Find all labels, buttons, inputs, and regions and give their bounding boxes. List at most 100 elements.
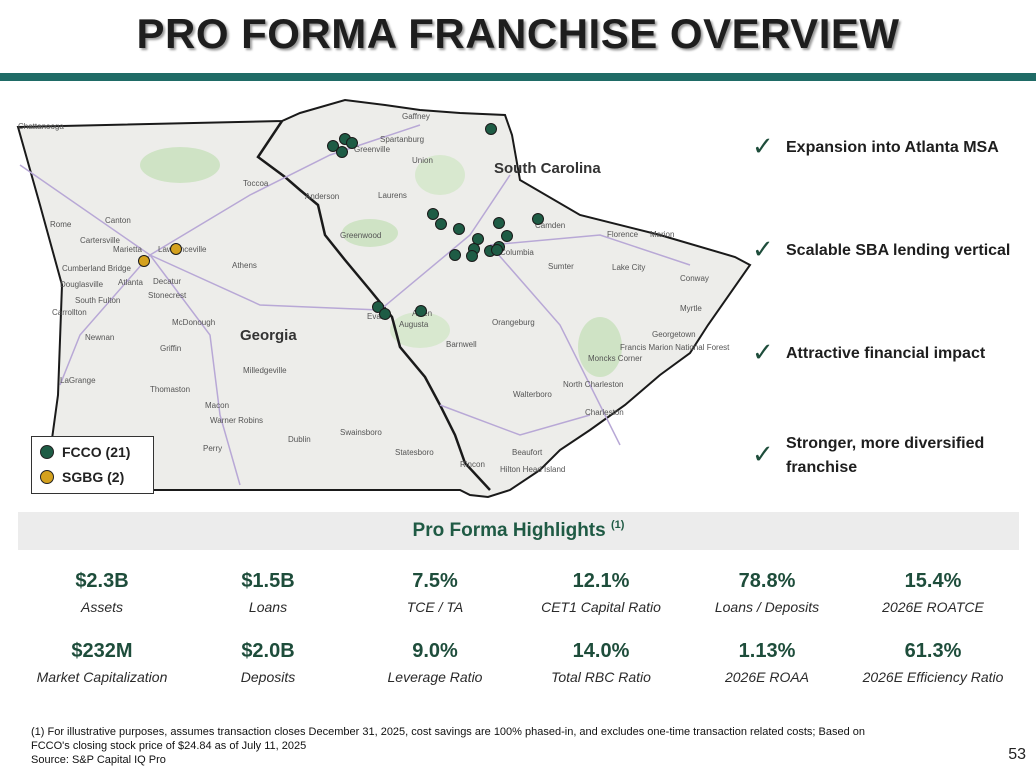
franchise-map: South Carolina Georgia Chattanooga Gaffn… <box>16 98 752 499</box>
fcco-location-marker <box>466 250 478 262</box>
key-point: ✓ Expansion into Atlanta MSA <box>752 132 1032 162</box>
city-label: Francis Marion National Forest <box>620 343 730 352</box>
city-label: Cumberland Bridge <box>62 264 131 273</box>
city-label: Rome <box>50 220 72 229</box>
checkmark-icon: ✓ <box>752 338 774 368</box>
city-label: Toccoa <box>243 179 269 188</box>
map-region <box>16 98 752 499</box>
metric-value: $232M <box>71 640 133 662</box>
city-label: Thomaston <box>150 385 190 394</box>
legend-label: FCCO (21) <box>62 444 131 460</box>
city-label: Marietta <box>113 245 142 254</box>
title-divider <box>0 73 1036 81</box>
city-label: Decatur <box>153 277 181 286</box>
city-label: Anderson <box>305 192 339 201</box>
checkmark-icon: ✓ <box>752 440 774 470</box>
city-label: Hilton Head Island <box>500 465 565 474</box>
metric-label: Total RBC Ratio <box>551 669 651 685</box>
legend-label: SGBG (2) <box>62 469 125 485</box>
city-label: Charleston <box>585 408 624 417</box>
metric: $2.0B Deposits <box>183 640 353 685</box>
city-label: Georgetown <box>652 330 696 339</box>
fcco-location-marker <box>493 217 505 229</box>
highlights-title: Pro Forma Highlights <box>412 520 606 541</box>
legend-item-sgbg: SGBG (2) <box>40 469 124 485</box>
metric: 12.1% CET1 Capital Ratio <box>516 570 686 615</box>
key-point: ✓ Attractive financial impact <box>752 338 1032 368</box>
city-label: Chattanooga <box>18 122 64 131</box>
metric-label: CET1 Capital Ratio <box>541 599 661 615</box>
metric: 9.0% Leverage Ratio <box>350 640 520 685</box>
footnote-ref: (1) <box>611 519 625 531</box>
city-label: Swainsboro <box>340 428 382 437</box>
metric: 78.8% Loans / Deposits <box>682 570 852 615</box>
metric-value: 12.1% <box>572 570 630 592</box>
metric: $2.3B Assets <box>17 570 187 615</box>
city-label: Union <box>412 156 433 165</box>
metric-label: Loans / Deposits <box>714 599 820 615</box>
sgbg-marker-icon <box>40 470 54 484</box>
key-point-text: Expansion into Atlanta MSA <box>786 139 999 156</box>
city-label: Macon <box>205 401 229 410</box>
city-label: Marion <box>650 230 674 239</box>
city-label: Gaffney <box>402 112 430 121</box>
city-label: Dublin <box>288 435 311 444</box>
highways <box>19 124 691 486</box>
fcco-location-marker <box>453 223 465 235</box>
fcco-locations <box>327 123 544 320</box>
metric: $232M Market Capitalization <box>17 640 187 685</box>
checkmark-icon: ✓ <box>752 132 774 162</box>
key-point-text: Scalable SBA lending vertical <box>786 242 1011 259</box>
sgbg-location-marker <box>138 255 150 267</box>
metric-label: 2026E ROATCE <box>882 599 984 615</box>
city-label: Perry <box>203 444 222 453</box>
forest-area <box>140 147 220 183</box>
page-title: PRO FORMA FRANCHISE OVERVIEW <box>136 10 900 57</box>
city-label: Augusta <box>399 320 429 329</box>
metric-label: Assets <box>80 599 123 615</box>
forest-area <box>390 312 450 348</box>
fcco-location-marker <box>346 137 358 149</box>
city-label: Columbia <box>500 248 534 257</box>
key-point-text: Attractive financial impact <box>786 345 986 362</box>
fcco-location-marker <box>415 305 427 317</box>
state-label: South Carolina <box>494 160 601 177</box>
metric-value: 7.5% <box>412 570 458 592</box>
highlights-header: Pro Forma Highlights (1) <box>18 512 1019 550</box>
city-label: Warner Robins <box>210 416 263 425</box>
city-label: Camden <box>535 221 565 230</box>
source-line: Source: S&P Capital IQ Pro <box>31 754 166 766</box>
fcco-location-marker <box>449 249 461 261</box>
fcco-location-marker <box>336 146 348 158</box>
sgbg-locations <box>138 243 182 267</box>
metric-value: 1.13% <box>738 640 796 662</box>
city-label: Douglasville <box>60 280 104 289</box>
city-label: Milledgeville <box>243 366 287 375</box>
city-label: Greenville <box>354 145 391 154</box>
fcco-location-marker <box>491 244 503 256</box>
city-label: LaGrange <box>60 376 96 385</box>
city-label: Walterboro <box>513 390 552 399</box>
metric: 1.13% 2026E ROAA <box>682 640 852 685</box>
city-label: Statesboro <box>395 448 434 457</box>
metric: 7.5% TCE / TA <box>350 570 520 615</box>
metric-label: 2026E ROAA <box>724 669 810 685</box>
state-label: Georgia <box>240 327 297 344</box>
city-label: Canton <box>105 216 131 225</box>
city-label: Evans <box>367 312 389 321</box>
metric-label: TCE / TA <box>406 599 464 615</box>
city-label: Greenwood <box>340 231 381 240</box>
city-label: Conway <box>680 274 709 283</box>
footnote: (1) For illustrative purposes, assumes t… <box>31 725 931 767</box>
city-label: Laurens <box>378 191 407 200</box>
metric: $1.5B Loans <box>183 570 353 615</box>
city-label: Beaufort <box>512 448 543 457</box>
fcco-location-marker <box>379 308 391 320</box>
city-label: Lake City <box>612 263 645 272</box>
metric: 14.0% Total RBC Ratio <box>516 640 686 685</box>
fcco-location-marker <box>501 230 513 242</box>
footnote-line: (1) For illustrative purposes, assumes t… <box>31 726 865 738</box>
city-label: Lawrenceville <box>158 245 207 254</box>
metric-value: $2.0B <box>241 640 295 662</box>
city-label: McDonough <box>172 318 215 327</box>
